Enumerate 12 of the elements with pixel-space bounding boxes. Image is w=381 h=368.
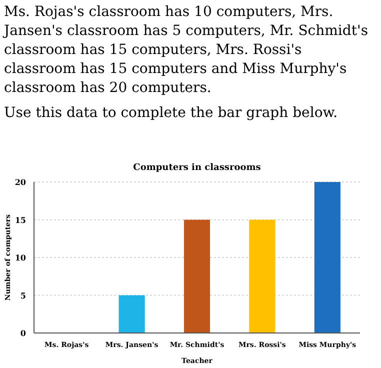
bar <box>249 220 276 333</box>
y-tick-label: 20 <box>14 177 26 187</box>
bar <box>314 182 340 333</box>
y-tick-label: 0 <box>20 328 26 338</box>
y-tick-label: 15 <box>14 214 26 225</box>
bar <box>118 295 145 333</box>
y-tick-label: 5 <box>20 290 26 300</box>
y-tick-label: 10 <box>14 252 26 262</box>
text: Use this data to complete the bar graph below. <box>4 105 338 121</box>
bar <box>184 220 210 333</box>
chart-title: Computers in classrooms <box>133 163 261 173</box>
text: Ms. Rojas's classroom has 10 computers, Mrs. Jansen's classroom has 5 computers, Mr. Schmidt's classroom has 15 computers, Mrs. Rossi's classroom has 15 computers and Miss Murphy's classroom has 20 computers. <box>2 4 368 96</box>
